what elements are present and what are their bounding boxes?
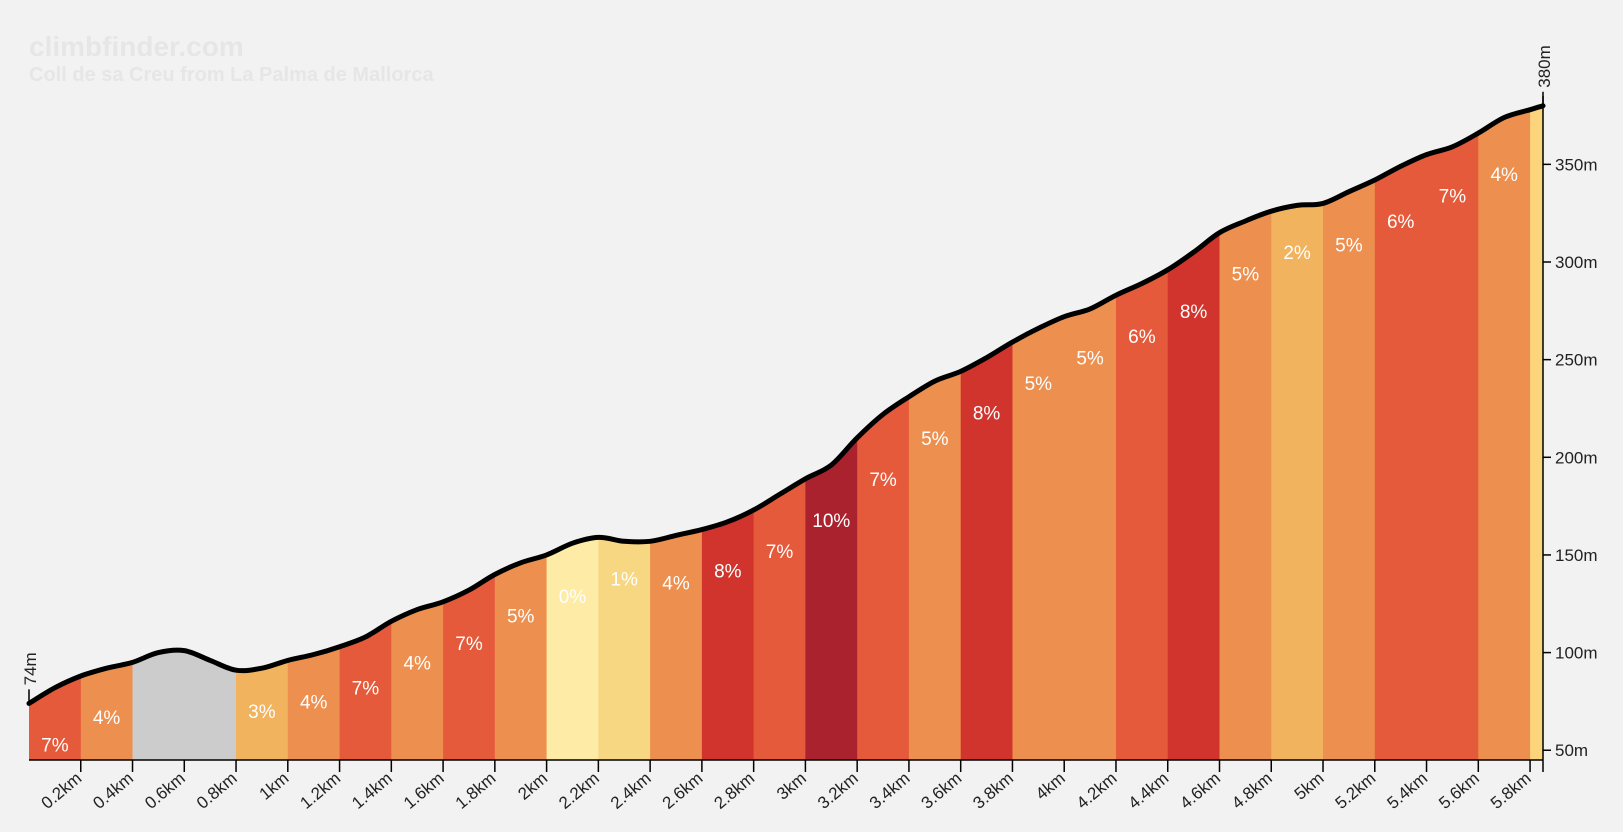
grade-label: 7% [352, 679, 380, 700]
gradient-segment [1271, 105, 1324, 760]
y-tick-label: 250m [1555, 351, 1598, 370]
grade-label: 5% [1076, 349, 1104, 370]
end-elevation-label: 380m [1535, 45, 1554, 88]
gradient-segment [1530, 105, 1543, 760]
grade-label: 7% [1439, 187, 1467, 208]
grade-label: 6% [1128, 327, 1156, 348]
grade-label: 5% [507, 607, 535, 628]
y-tick-label: 200m [1555, 448, 1598, 467]
grade-label: 6% [1387, 212, 1415, 233]
grade-label: 7% [869, 470, 897, 491]
grade-label: 4% [300, 692, 328, 713]
grade-label: 7% [455, 634, 483, 655]
gradient-segment [1478, 105, 1531, 760]
grade-label: 3% [248, 702, 276, 723]
grade-labels: 7% 4% 3% 4% 7% 4% 7% 5% 0% 1% 4% 8% 7% 10% 7% 5% 8% 5% 5% 6… [41, 165, 1518, 756]
grade-label: 4% [403, 653, 431, 674]
grade-label: 8% [1180, 302, 1208, 323]
y-tick-label: 150m [1555, 546, 1598, 565]
y-tick-label: 100m [1555, 644, 1598, 663]
grade-label: 4% [93, 708, 121, 729]
grade-label: 5% [1335, 235, 1363, 256]
grade-label: 7% [766, 542, 794, 563]
site-watermark: climbfinder.com [29, 31, 244, 62]
grade-label: 10% [812, 511, 850, 532]
grade-label: 4% [662, 573, 690, 594]
y-tick-label: 350m [1555, 155, 1598, 174]
grade-label: 5% [1232, 265, 1260, 286]
gradient-segment [1323, 105, 1376, 760]
grade-label: 8% [714, 562, 742, 583]
grade-label: 7% [41, 735, 69, 756]
grade-label: 0% [559, 587, 587, 608]
start-elevation-label: 74m [21, 652, 40, 685]
grade-label: 1% [610, 569, 638, 590]
grade-label: 8% [973, 403, 1001, 424]
y-tick-label: 50m [1555, 741, 1588, 760]
y-axis: 50m 100m 150m 200m 250m 300m 350m [1542, 96, 1598, 760]
grade-label: 2% [1283, 243, 1311, 264]
y-tick-label: 300m [1555, 253, 1598, 272]
gradient-segment [1374, 105, 1428, 760]
end-elevation-marker: 380m [1535, 45, 1554, 106]
grade-label: 5% [921, 429, 949, 450]
grade-label: 5% [1025, 374, 1053, 395]
start-elevation-marker: 74m [21, 652, 40, 704]
gradient-segment [1426, 105, 1479, 760]
climb-title: Coll de sa Creu from La Palma de Mallorc… [29, 64, 434, 86]
grade-label: 4% [1490, 165, 1518, 186]
elevation-line [26, 103, 1546, 706]
